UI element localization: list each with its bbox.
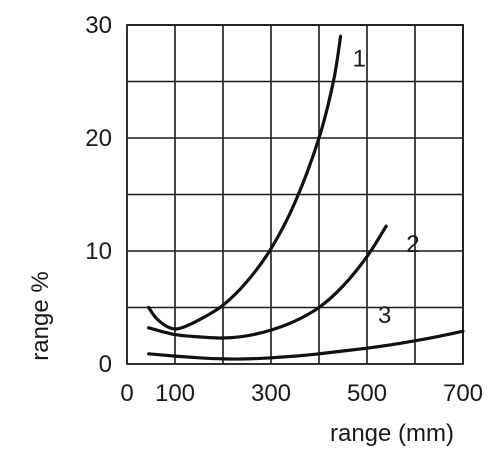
plot-frame bbox=[126, 24, 464, 365]
y-tick-label-10: 10 bbox=[85, 238, 112, 265]
y-tick-label-20: 20 bbox=[85, 125, 112, 152]
series-1-line bbox=[147, 34, 343, 331]
curve-layer bbox=[147, 34, 465, 361]
y-tick-label-0: 0 bbox=[99, 351, 112, 378]
x-tick-label-500: 500 bbox=[347, 380, 387, 407]
series-1-label: 1 bbox=[353, 45, 366, 72]
y-tick-label-30: 30 bbox=[85, 12, 112, 39]
series-label-layer: 1 2 3 bbox=[353, 45, 420, 329]
series-3-line bbox=[147, 329, 465, 361]
x-tick-label-700: 700 bbox=[443, 380, 483, 407]
x-tick-label-0: 0 bbox=[120, 380, 133, 407]
series-2-label: 2 bbox=[406, 231, 419, 258]
series-2-line bbox=[147, 224, 388, 340]
tick-label-layer: 0 100 300 500 700 0 10 20 30 bbox=[85, 12, 483, 407]
grid-layer bbox=[126, 24, 464, 365]
series-3-label: 3 bbox=[378, 302, 391, 329]
x-axis-label: range (mm) bbox=[330, 420, 454, 447]
x-tick-label-300: 300 bbox=[251, 380, 291, 407]
x-tick-label-100: 100 bbox=[155, 380, 195, 407]
y-axis-label: range % bbox=[27, 271, 54, 360]
